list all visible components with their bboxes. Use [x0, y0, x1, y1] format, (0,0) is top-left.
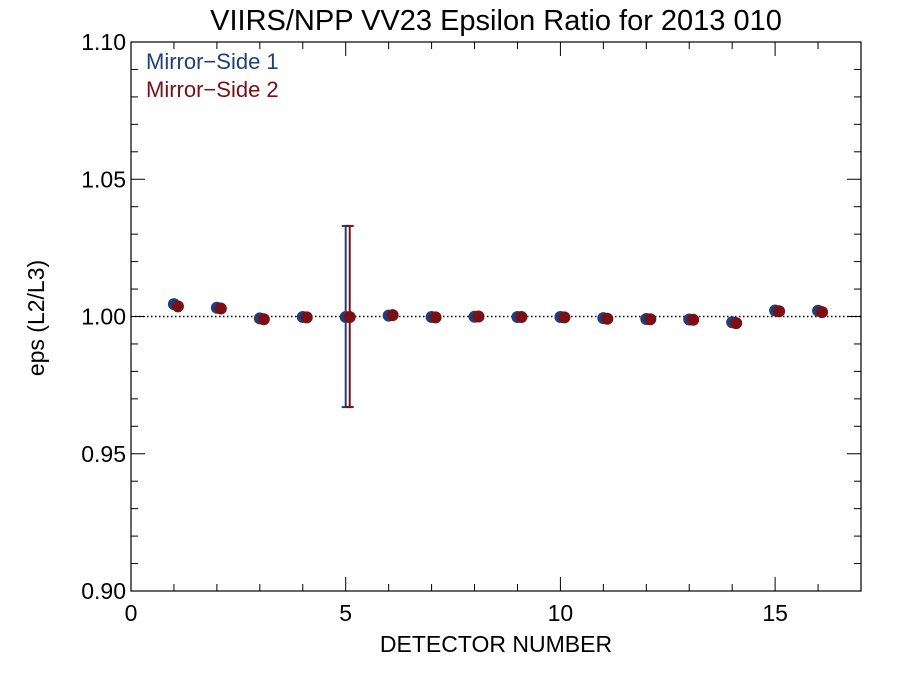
legend-entry: Mirror−Side 2 — [146, 77, 279, 102]
chart-title: VIIRS/NPP VV23 Epsilon Ratio for 2013 01… — [210, 5, 782, 37]
legend: Mirror−Side 1 Mirror−Side 2 — [146, 49, 279, 102]
data-points — [167, 298, 829, 330]
x-tick-label: 15 — [762, 600, 788, 626]
data-point — [816, 306, 829, 319]
x-tick-label: 10 — [548, 600, 574, 626]
data-point — [214, 302, 227, 315]
data-point — [601, 312, 614, 325]
y-tick-label: 1.00 — [81, 304, 126, 330]
x-tick-label: 0 — [125, 600, 138, 626]
x-axis-label: DETECTOR NUMBER — [380, 631, 612, 657]
x-tick-label: 5 — [339, 600, 352, 626]
legend-entry: Mirror−Side 1 — [146, 49, 279, 74]
y-tick-label: 0.95 — [81, 441, 126, 467]
data-point — [558, 311, 571, 324]
y-tick-label: 1.05 — [81, 166, 126, 192]
y-tick-label: 0.90 — [81, 578, 126, 604]
y-tick-label: 1.10 — [81, 29, 126, 55]
data-point — [687, 313, 700, 326]
data-point — [515, 311, 528, 324]
data-point — [171, 300, 184, 313]
data-point — [644, 313, 657, 326]
data-point — [429, 311, 442, 324]
data-point — [343, 311, 356, 324]
axis-ticks — [130, 41, 862, 592]
data-point — [730, 317, 743, 330]
data-point — [472, 310, 485, 323]
data-point — [300, 311, 313, 324]
y-axis-label: eps (L2/L3) — [23, 260, 49, 376]
data-point — [257, 313, 270, 326]
data-point — [386, 309, 399, 322]
tick-labels: 0 5 10 15 0.90 0.95 1.00 1.05 1.10 — [81, 29, 788, 626]
data-point — [773, 305, 786, 318]
